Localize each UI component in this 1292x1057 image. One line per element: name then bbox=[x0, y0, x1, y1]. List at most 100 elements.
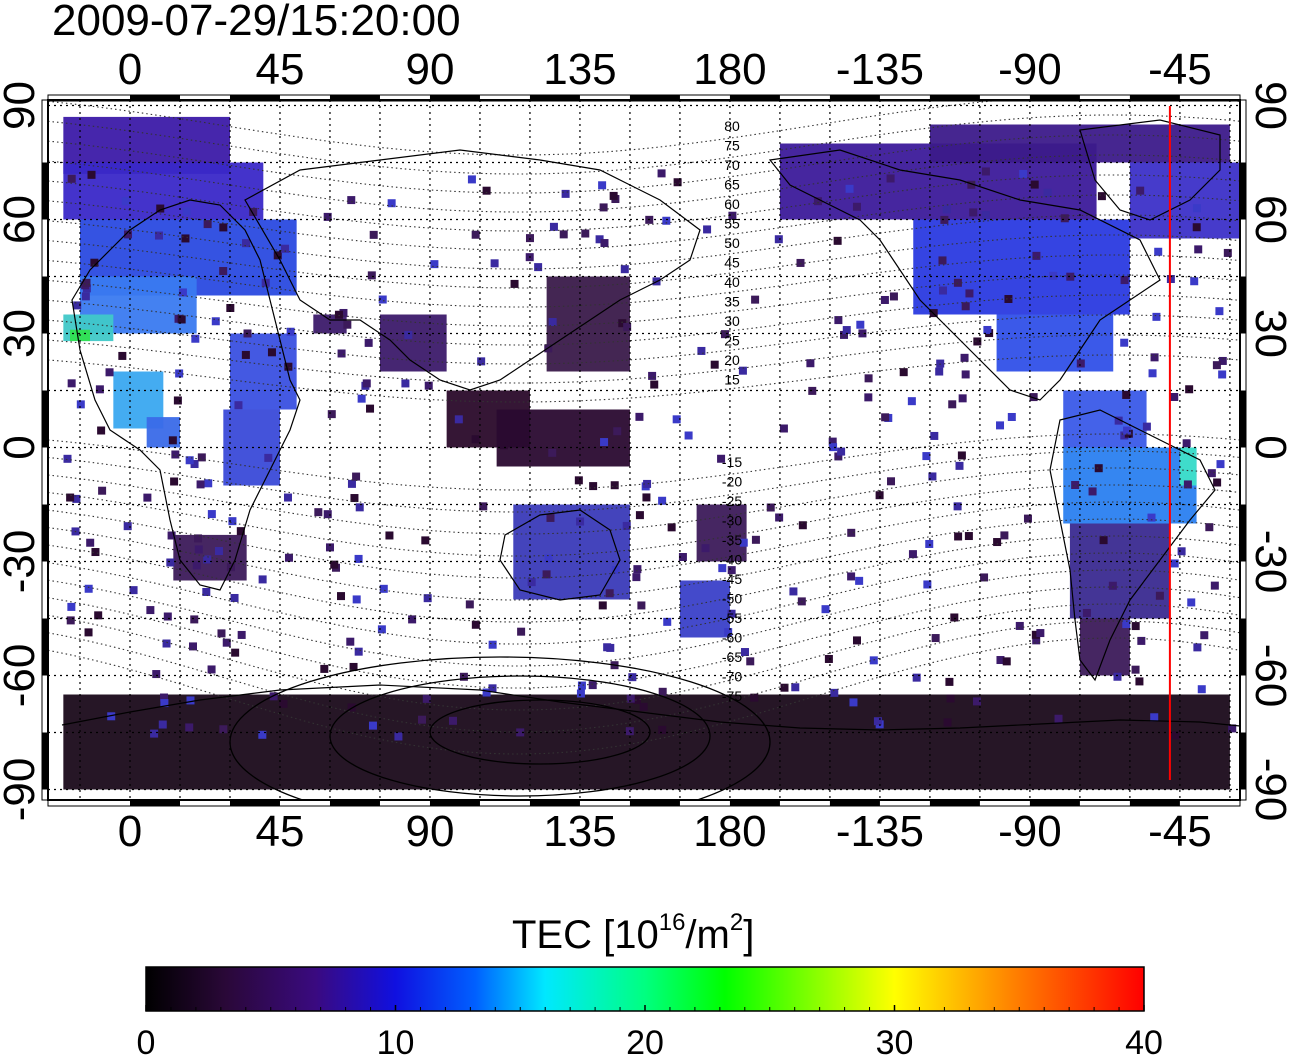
right-axis-segment bbox=[1240, 618, 1246, 676]
top-axis-segment bbox=[529, 95, 580, 101]
tec-data-region bbox=[1179, 447, 1197, 486]
tec-data-pixel bbox=[378, 295, 387, 304]
coastline bbox=[244, 149, 701, 391]
tec-data-pixel bbox=[766, 503, 775, 512]
tec-data-pixel bbox=[279, 699, 288, 708]
tec-data-pixel bbox=[980, 573, 989, 582]
tec-data-pixel bbox=[821, 605, 830, 614]
tec-data-pixel bbox=[710, 360, 719, 369]
tec-data-pixel bbox=[534, 263, 543, 272]
tec-data-pixel bbox=[727, 566, 736, 575]
tec-data-pixel bbox=[673, 178, 682, 187]
tec-data-pixel bbox=[421, 536, 430, 545]
right-lat-label: 30 bbox=[1246, 309, 1292, 358]
tec-data-pixel bbox=[1137, 636, 1146, 645]
tec-data-pixel bbox=[796, 258, 805, 267]
right-lat-label: -60 bbox=[1246, 644, 1292, 708]
contour-line-south bbox=[48, 433, 1240, 491]
contour-label-north: 55 bbox=[724, 216, 740, 232]
tec-data-pixel bbox=[740, 648, 749, 657]
tec-data-pixel bbox=[1192, 204, 1201, 213]
tec-data-pixel bbox=[751, 535, 760, 544]
right-axis-segment bbox=[1240, 162, 1246, 220]
tec-data-pixel bbox=[454, 415, 463, 424]
tec-data-pixel bbox=[63, 454, 72, 463]
tec-data-pixel bbox=[1054, 714, 1063, 723]
tec-data-pixel bbox=[325, 543, 334, 552]
top-lon-label: 0 bbox=[118, 45, 142, 94]
tec-data-pixel bbox=[178, 288, 187, 297]
tec-data-pixel bbox=[908, 550, 917, 559]
tec-data-pixel bbox=[739, 538, 748, 547]
tec-data-pixel bbox=[401, 379, 410, 388]
tec-data-pixel bbox=[1135, 677, 1144, 686]
tec-data-pixel bbox=[1114, 416, 1123, 425]
tec-data-pixel bbox=[935, 367, 944, 376]
contour-label-north: 20 bbox=[724, 352, 740, 368]
tec-data-pixel bbox=[928, 472, 937, 481]
tec-data-pixel bbox=[981, 167, 990, 176]
tec-data-pixel bbox=[76, 400, 85, 409]
tec-data-pixel bbox=[589, 482, 598, 491]
tec-data-pixel bbox=[258, 575, 267, 584]
tec-data-pixel bbox=[284, 553, 293, 562]
tec-data-pixel bbox=[84, 628, 93, 637]
tec-data-pixel bbox=[1122, 390, 1131, 399]
colorbar-tick-label: 10 bbox=[377, 1024, 415, 1057]
tec-data-pixel bbox=[337, 349, 346, 358]
contour-line-north bbox=[48, 174, 1240, 232]
right-axis-segment bbox=[1240, 504, 1246, 562]
tec-data-pixel bbox=[1185, 385, 1194, 394]
left-axis-segment bbox=[42, 732, 48, 790]
tec-data-pixel bbox=[81, 292, 90, 301]
tec-data-pixel bbox=[840, 330, 849, 339]
tec-data-pixel bbox=[598, 601, 607, 610]
bottom-axis-segment bbox=[229, 800, 280, 806]
tec-data-pixel bbox=[1177, 547, 1186, 556]
tec-data-pixel bbox=[1207, 469, 1216, 478]
left-axis-segment bbox=[42, 390, 48, 448]
tec-data-pixel bbox=[1123, 426, 1132, 435]
tec-data-pixel bbox=[1071, 480, 1080, 489]
tec-data-pixel bbox=[606, 643, 615, 652]
tec-data-pixel bbox=[632, 573, 641, 582]
tec-data-pixel bbox=[1036, 629, 1045, 638]
top-axis-segment bbox=[829, 95, 880, 101]
tec-data-pixel bbox=[907, 397, 916, 406]
tec-data-pixel bbox=[160, 699, 169, 708]
tec-data-pixel bbox=[886, 174, 895, 183]
contour-line-north bbox=[48, 234, 1240, 289]
tec-data-pixel bbox=[847, 572, 856, 581]
tec-data-pixel bbox=[697, 346, 706, 355]
tec-data-pixel bbox=[599, 203, 608, 212]
tec-data-pixel bbox=[718, 564, 727, 573]
tec-data-pixel bbox=[527, 578, 536, 587]
tec-data-pixel bbox=[542, 570, 551, 579]
bottom-lon-label: 180 bbox=[693, 807, 766, 856]
tec-data-region bbox=[1063, 390, 1147, 448]
bottom-lon-label: 90 bbox=[405, 807, 454, 856]
tec-data-pixel bbox=[639, 702, 648, 711]
contour-label-north: 60 bbox=[724, 196, 740, 212]
contour-line-north bbox=[48, 134, 1240, 194]
tec-data-pixel bbox=[105, 368, 114, 377]
tec-data-pixel bbox=[858, 329, 867, 338]
right-lat-label: -90 bbox=[1246, 758, 1292, 822]
tec-data-pixel bbox=[91, 548, 100, 557]
tec-data-pixel bbox=[1002, 657, 1011, 666]
contour-label-south: -35 bbox=[722, 532, 742, 548]
coastline bbox=[768, 149, 1161, 401]
tec-data-pixel bbox=[889, 292, 898, 301]
tec-data-pixel bbox=[856, 320, 865, 329]
tec-data-pixel bbox=[516, 728, 525, 737]
tec-data-pixel bbox=[789, 587, 798, 596]
tec-data-pixel bbox=[323, 510, 332, 519]
contour-label-north: 65 bbox=[724, 177, 740, 193]
left-lat-label: -60 bbox=[0, 644, 44, 708]
tec-data-pixel bbox=[1007, 412, 1016, 421]
top-axis-segment bbox=[130, 95, 180, 101]
bottom-axis-segment bbox=[429, 800, 480, 806]
tec-data-pixel bbox=[364, 338, 373, 347]
tec-data-pixel bbox=[658, 496, 667, 505]
